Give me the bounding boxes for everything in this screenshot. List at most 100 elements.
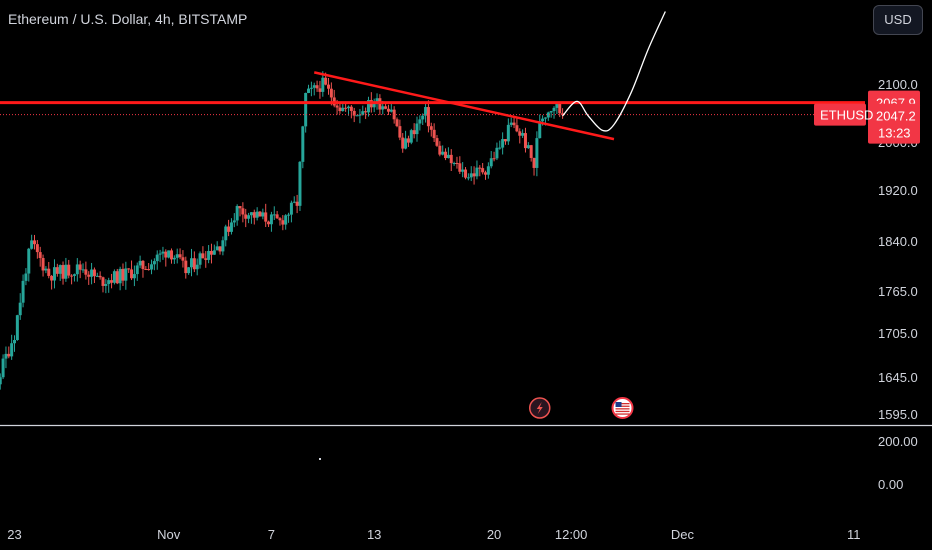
candle-body — [229, 222, 233, 232]
price-tick-label: 1705.0 — [878, 326, 918, 341]
candle-body — [90, 269, 94, 277]
candle-body — [164, 251, 168, 258]
symbol-tag[interactable] — [814, 103, 866, 126]
candle-body — [375, 98, 379, 104]
candle — [484, 170, 488, 180]
candle-body — [272, 214, 276, 216]
candle-body — [526, 145, 530, 149]
candle — [21, 274, 25, 308]
price-axis[interactable]: 2100.02000.01920.01840.01765.01705.01645… — [814, 77, 920, 492]
candle — [466, 173, 470, 181]
candle — [332, 89, 336, 108]
candle — [135, 262, 139, 281]
candle — [132, 265, 136, 287]
candle-body — [318, 88, 322, 92]
price-tick-label: 2100.0 — [878, 77, 918, 92]
candle-body — [281, 220, 285, 225]
candle — [175, 248, 179, 264]
candle — [81, 263, 85, 273]
candle — [61, 261, 65, 285]
candle — [84, 261, 88, 280]
candle-body — [287, 214, 291, 216]
time-tick-label: Dec — [671, 527, 695, 542]
candle-body — [395, 119, 399, 127]
candle — [287, 212, 291, 223]
candle — [121, 263, 125, 286]
candle-body — [406, 138, 410, 143]
symbol-title[interactable]: Ethereum / U.S. Dollar, 4h, BITSTAMP — [8, 11, 248, 27]
candles-layer — [0, 71, 565, 390]
candle — [7, 346, 11, 359]
candle-body — [364, 111, 368, 113]
candle-body — [446, 154, 450, 159]
candle-body — [464, 169, 468, 178]
candle-body — [61, 265, 65, 279]
candle-body — [412, 130, 416, 135]
candle — [78, 260, 82, 279]
candle — [501, 132, 505, 155]
candle-body — [52, 267, 56, 281]
candle — [181, 250, 185, 268]
candle — [98, 271, 102, 280]
candle — [261, 208, 265, 220]
candle — [238, 205, 242, 217]
candle-body — [264, 212, 268, 222]
candle — [229, 218, 233, 235]
candle-body — [521, 133, 525, 136]
flag-stripe — [615, 403, 630, 405]
candle — [209, 243, 213, 264]
candle — [150, 259, 154, 275]
candle-body — [121, 268, 125, 281]
candle — [289, 200, 293, 223]
projection-path[interactable] — [562, 11, 666, 132]
us-flag-icon[interactable] — [611, 397, 634, 419]
price-tick-label: 1920.0 — [878, 183, 918, 198]
candle — [429, 122, 433, 137]
current-price-tag[interactable] — [868, 103, 920, 144]
candle-body — [141, 260, 145, 270]
candle-body — [64, 264, 68, 279]
candle-body — [341, 107, 345, 112]
candle — [558, 103, 562, 118]
candle — [472, 166, 476, 185]
candle-body — [187, 267, 191, 274]
candle — [309, 81, 313, 97]
descending-trendline[interactable] — [313, 71, 615, 141]
flag-icon-circle — [611, 397, 634, 419]
candle-body — [124, 268, 128, 281]
candle-body — [67, 264, 71, 276]
candle-body — [409, 130, 413, 143]
candle-body — [541, 118, 545, 122]
candle-body — [78, 264, 82, 270]
time-tick-label: 13 — [367, 527, 381, 542]
candle-body — [441, 151, 445, 155]
candle — [469, 166, 473, 182]
candle-body — [361, 111, 365, 115]
candle-body — [267, 221, 271, 225]
candle — [432, 123, 436, 143]
candle — [409, 128, 413, 145]
candle-body — [110, 280, 114, 283]
candle — [449, 149, 453, 172]
candle — [523, 127, 527, 153]
time-tick-label: 12:00 — [555, 527, 588, 542]
candle-body — [84, 269, 88, 275]
candle-body — [147, 269, 151, 271]
candle — [112, 269, 116, 285]
candle — [438, 141, 442, 157]
candle-body — [432, 129, 436, 139]
candle — [538, 114, 542, 139]
candle-body — [486, 166, 490, 175]
candle — [264, 203, 268, 228]
candle-body — [41, 257, 45, 271]
currency-button[interactable]: USD — [873, 5, 923, 35]
candle — [27, 247, 31, 282]
candle — [338, 103, 342, 114]
candle-body — [538, 121, 542, 139]
candle — [361, 105, 365, 116]
candle — [458, 156, 462, 174]
lightning-icon[interactable] — [528, 397, 551, 419]
time-axis[interactable]: 23 Nov 7 13 20 12:00 Dec 11 — [7, 527, 860, 542]
candle-body — [484, 172, 488, 175]
